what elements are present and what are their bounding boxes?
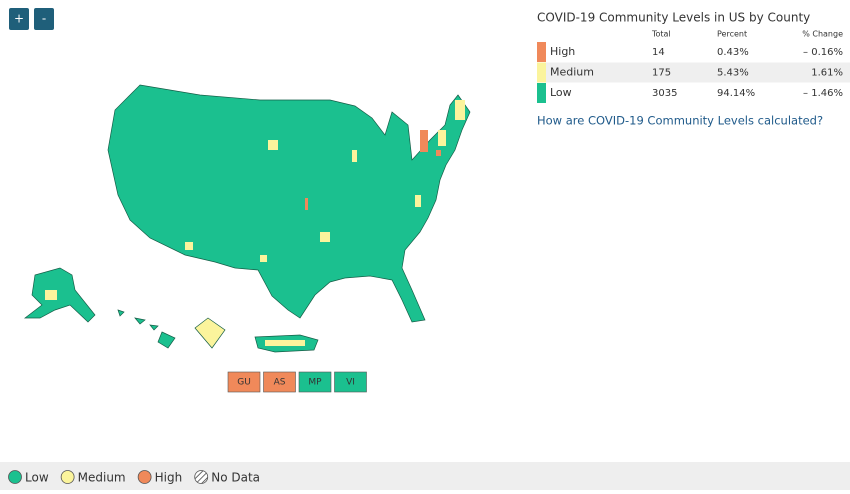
county [260, 255, 267, 262]
territory-label[interactable]: AS [274, 378, 286, 388]
county [438, 130, 446, 146]
county [305, 198, 308, 210]
change: – 1.46% [803, 88, 843, 99]
county [265, 340, 305, 346]
legend-swatch [194, 470, 209, 484]
legend-label: High [155, 471, 183, 485]
legend-swatch [8, 470, 22, 484]
hawaii [117, 309, 176, 349]
zoom-button[interactable] [9, 8, 29, 30]
territory-button[interactable] [298, 371, 332, 393]
legend-label: No Data [211, 471, 260, 485]
medium-counties [45, 100, 465, 346]
level-name: Medium [550, 66, 594, 79]
level-swatch [537, 83, 546, 103]
total: 14 [652, 47, 665, 58]
level-name: Low [550, 86, 572, 99]
territory-button[interactable] [263, 371, 296, 393]
level-swatch [537, 62, 546, 83]
county [415, 195, 421, 207]
total: 175 [652, 68, 671, 79]
row-background [537, 62, 850, 83]
percent: 5.43% [717, 68, 749, 79]
territory-button[interactable] [334, 371, 367, 393]
territory-label[interactable]: GU [237, 378, 251, 388]
level-swatch [537, 42, 546, 62]
county [420, 130, 428, 152]
us-map [23, 84, 471, 353]
high-counties [305, 130, 441, 210]
legend-swatch [60, 470, 75, 484]
total: 3035 [652, 88, 677, 99]
zoom-button-label[interactable]: + [14, 12, 24, 26]
zoom-button[interactable] [34, 8, 54, 30]
percent: 0.43% [717, 47, 749, 58]
column-header: Percent [717, 30, 747, 39]
county [320, 232, 330, 242]
change: – 0.16% [803, 47, 843, 58]
legend-bar [0, 462, 850, 490]
column-header: Total [651, 30, 671, 39]
territory-label[interactable]: MP [308, 378, 322, 388]
column-header: % Change [802, 30, 843, 39]
county [455, 100, 465, 120]
change: 1.61% [811, 68, 843, 79]
guam-area [194, 317, 226, 349]
summary-title: COVID-19 Community Levels in US by Count… [537, 11, 810, 25]
territory-button[interactable] [227, 371, 261, 393]
zoom-button-label[interactable]: - [42, 12, 46, 26]
alaska [23, 267, 96, 323]
legend-label: Low [25, 471, 49, 485]
contiguous-us [107, 84, 471, 323]
legend-label: Medium [78, 471, 126, 485]
county [185, 242, 193, 250]
county [45, 290, 57, 300]
territory-label[interactable]: VI [346, 378, 355, 388]
legend-swatch [137, 470, 152, 484]
info-link[interactable]: How are COVID-19 Community Levels calcul… [537, 114, 823, 128]
county [268, 140, 278, 150]
percent: 94.14% [717, 88, 755, 99]
county [352, 150, 357, 162]
level-name: High [550, 45, 575, 58]
county [436, 150, 441, 156]
